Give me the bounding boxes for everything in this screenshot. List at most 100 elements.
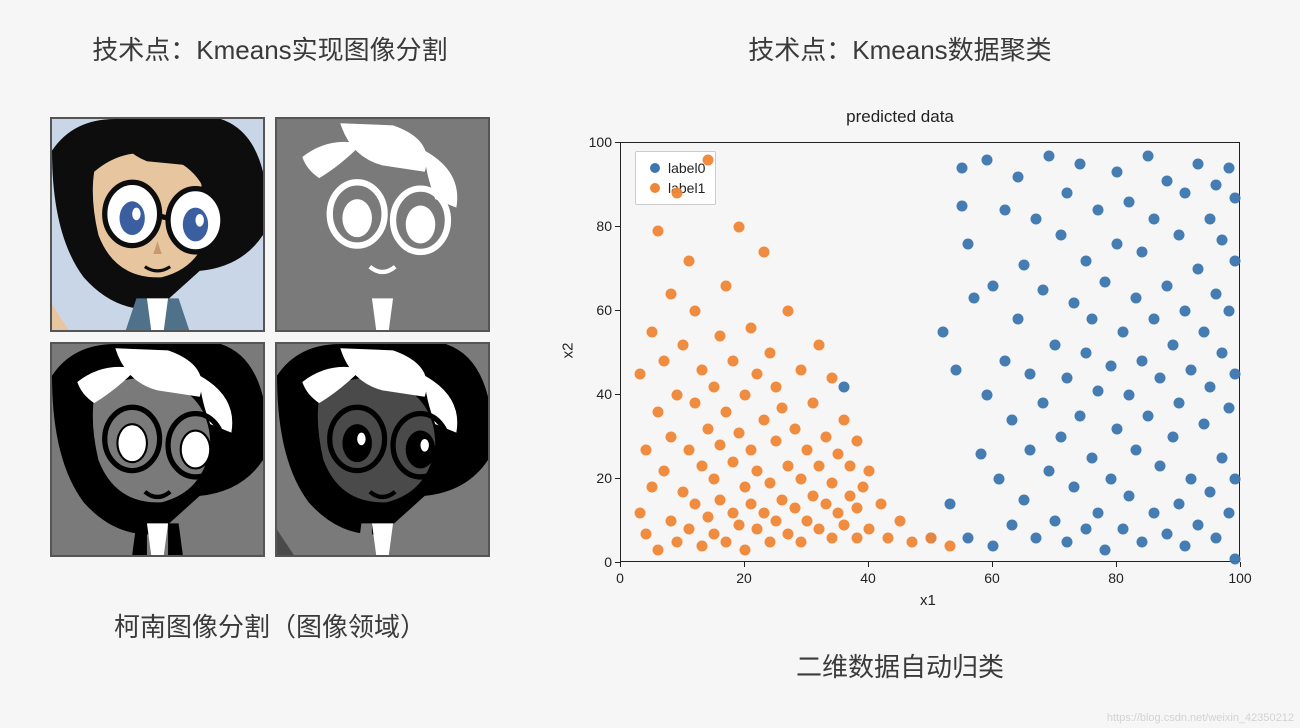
scatter-point [764, 348, 775, 359]
scatter-point [665, 516, 676, 527]
scatter-point [1074, 411, 1085, 422]
scatter-point [895, 516, 906, 527]
scatter-point [1037, 285, 1048, 296]
scatter-point [814, 461, 825, 472]
scatter-point [1229, 369, 1240, 380]
scatter-point [944, 541, 955, 552]
y-tick: 60 [582, 302, 612, 318]
scatter-point [1099, 545, 1110, 556]
right-title: 技术点：Kmeans数据聚类 [748, 30, 1051, 67]
scatter-point [1124, 390, 1135, 401]
scatter-point [752, 524, 763, 535]
scatter-point [696, 461, 707, 472]
scatter-point [702, 154, 713, 165]
scatter-point [820, 432, 831, 443]
scatter-point [1192, 520, 1203, 531]
scatter-point [808, 398, 819, 409]
scatter-point [1136, 356, 1147, 367]
scatter-point [1056, 432, 1067, 443]
scatter-point [876, 499, 887, 510]
scatter-point [640, 528, 651, 539]
scatter-point [789, 423, 800, 434]
scatter-point [1149, 213, 1160, 224]
scatter-point [1198, 327, 1209, 338]
scatter-point [1155, 461, 1166, 472]
scatter-point [845, 490, 856, 501]
scatter-point [1025, 444, 1036, 455]
scatter-point [684, 524, 695, 535]
scatter-point [1167, 432, 1178, 443]
scatter-point [1217, 348, 1228, 359]
scatter-point [721, 280, 732, 291]
scatter-point [994, 474, 1005, 485]
scatter-point [709, 528, 720, 539]
scatter-point [963, 238, 974, 249]
scatter-point [1105, 474, 1116, 485]
left-panel: 技术点：Kmeans实现图像分割 [20, 30, 520, 698]
scatter-point [1174, 230, 1185, 241]
scatter-point [1112, 423, 1123, 434]
scatter-point [1161, 280, 1172, 291]
scatter-point [839, 381, 850, 392]
scatter-point [851, 503, 862, 514]
scatter-point [1205, 213, 1216, 224]
scatter-point [938, 327, 949, 338]
scatter-point [752, 465, 763, 476]
scatter-point [1124, 196, 1135, 207]
scatter-point [795, 364, 806, 375]
scatter-point [1093, 507, 1104, 518]
scatter-point [851, 436, 862, 447]
scatter-point [1012, 314, 1023, 325]
legend-marker-icon [650, 163, 660, 173]
scatter-point [1174, 499, 1185, 510]
scatter-point [715, 440, 726, 451]
scatter-point [771, 436, 782, 447]
scatter-point [802, 516, 813, 527]
scatter-point [1093, 385, 1104, 396]
scatter-point [1130, 444, 1141, 455]
scatter-point [944, 499, 955, 510]
scatter-point [709, 381, 720, 392]
scatter-point [1229, 192, 1240, 203]
legend-item: label0 [646, 158, 705, 178]
scatter-point [795, 537, 806, 548]
scatter-point [1186, 474, 1197, 485]
scatter-point [988, 541, 999, 552]
scatter-point [1167, 339, 1178, 350]
scatter-point [1025, 369, 1036, 380]
scatter-point [1186, 364, 1197, 375]
scatter-point [826, 532, 837, 543]
scatter-point [721, 537, 732, 548]
scatter-point [1031, 213, 1042, 224]
scatter-point [690, 306, 701, 317]
scatter-point [659, 356, 670, 367]
scatter-point [1223, 163, 1234, 174]
scatter-point [820, 499, 831, 510]
left-title: 技术点：Kmeans实现图像分割 [92, 30, 447, 67]
scatter-point [1149, 314, 1160, 325]
scatter-point [957, 163, 968, 174]
scatter-point [907, 537, 918, 548]
scatter-point [783, 528, 794, 539]
scatter-point [758, 415, 769, 426]
scatter-point [833, 507, 844, 518]
scatter-point [833, 448, 844, 459]
scatter-point [783, 306, 794, 317]
img-seg-k3 [50, 342, 265, 557]
x-axis-label: x1 [920, 592, 936, 609]
y-tick: 100 [582, 134, 612, 150]
scatter-point [957, 201, 968, 212]
scatter-point [690, 499, 701, 510]
scatter-point [1143, 150, 1154, 161]
scatter-point [1012, 171, 1023, 182]
scatter-point [771, 381, 782, 392]
scatter-point [789, 503, 800, 514]
scatter-point [926, 532, 937, 543]
right-subtitle: 二维数据自动归类 [796, 647, 1004, 684]
scatter-point [740, 390, 751, 401]
scatter-point [1019, 495, 1030, 506]
scatter-point [1043, 465, 1054, 476]
img-seg-k4 [275, 342, 490, 557]
scatter-point [696, 541, 707, 552]
scatter-point [1006, 520, 1017, 531]
